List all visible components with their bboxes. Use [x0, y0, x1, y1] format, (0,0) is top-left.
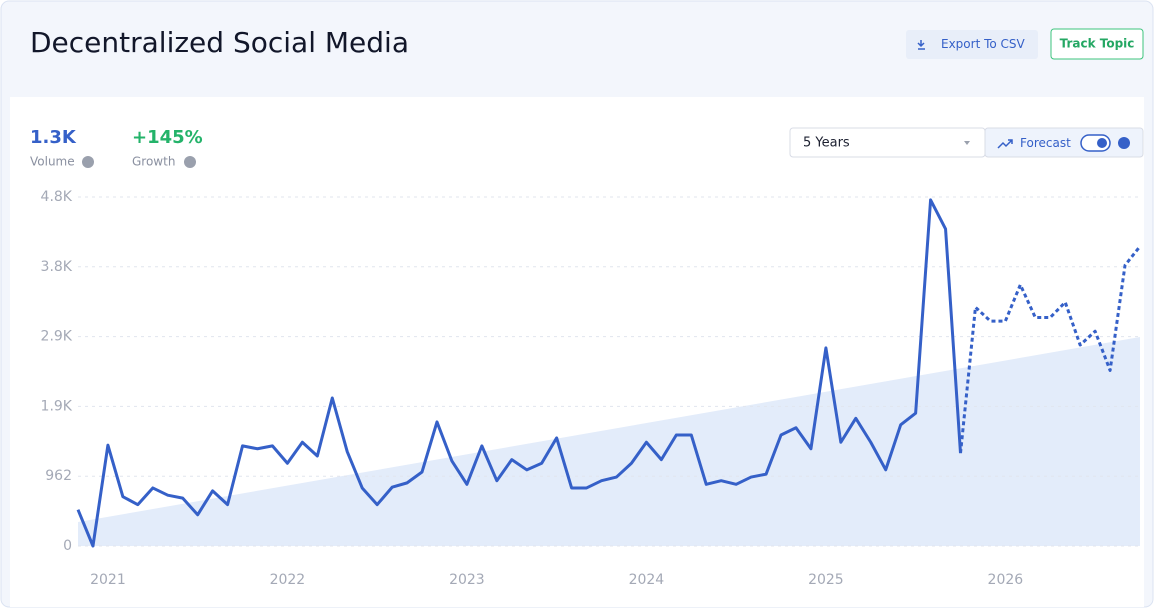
- forecast-label: Forecast: [1020, 136, 1071, 150]
- x-tick-label: 2025: [808, 572, 844, 588]
- y-tick-label: 4.8K: [41, 189, 73, 205]
- help-icon[interactable]: [82, 156, 94, 168]
- range-label: 5 Years: [803, 136, 850, 151]
- volume-label: Volume: [30, 155, 75, 169]
- growth-value: +145%: [132, 127, 203, 148]
- growth-label: Growth: [132, 155, 175, 169]
- y-tick-label: 0: [63, 538, 72, 554]
- x-tick-label: 2022: [270, 572, 306, 588]
- help-icon[interactable]: [1118, 137, 1130, 149]
- page-title: Decentralized Social Media: [30, 26, 409, 59]
- track-label: Track Topic: [1060, 37, 1135, 51]
- y-tick-label: 962: [45, 468, 72, 484]
- switch-knob: [1097, 138, 1107, 148]
- x-tick-label: 2021: [90, 572, 126, 588]
- download-icon: [917, 40, 925, 50]
- trend-area: [78, 337, 1140, 546]
- track-button[interactable]: [1050, 28, 1144, 60]
- volume-line: [76, 198, 963, 548]
- caret: [964, 141, 970, 145]
- y-tick-label: 3.8K: [41, 259, 73, 275]
- x-tick-label: 2024: [629, 572, 665, 588]
- y-tick-label: 2.9K: [41, 329, 73, 345]
- export-button[interactable]: [906, 30, 1038, 59]
- forecast-line: [959, 245, 1142, 454]
- x-tick-label: 2023: [449, 572, 485, 588]
- y-tick-label: 1.9K: [41, 398, 73, 414]
- plot: 0 962 1.9K 2.9K 3.8K 4.8K 2021 2022 2023 2024 2025…: [41, 189, 1142, 588]
- volume-value: 1.3K: [30, 127, 77, 148]
- trend-icon: [997, 139, 1013, 149]
- help-icon[interactable]: [184, 156, 196, 168]
- export-label: Export To CSV: [941, 37, 1026, 51]
- x-tick-label: 2026: [988, 572, 1024, 588]
